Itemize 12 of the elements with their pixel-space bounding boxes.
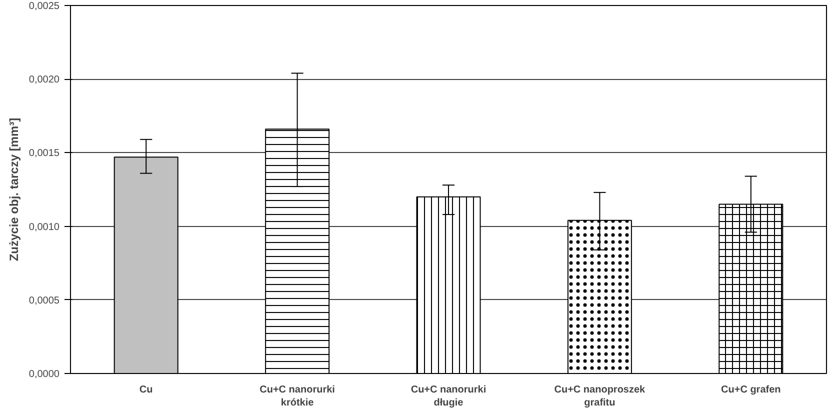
x-tick-label: Cu+C nanorurki długie: [410, 384, 486, 409]
x-tick-label: Cu+C grafen: [721, 384, 781, 396]
y-tick-label: 0,0025: [28, 1, 60, 12]
x-tick-label: Cu+C nanorurki krótkie: [260, 384, 336, 409]
x-tick-label: Cu+C nanoproszek grafitu: [554, 384, 646, 409]
y-tick-label: 0,0020: [28, 74, 60, 86]
y-axis-title: Zużycie obj. tarczy [mm³]: [6, 118, 21, 262]
x-tick-label: Cu: [139, 384, 153, 396]
y-tick-label: 0,0005: [28, 295, 60, 306]
y-tick-label: 0,0015: [28, 148, 60, 160]
y-tick-label: 0,0000: [28, 369, 60, 380]
y-tick-label: 0,0010: [28, 222, 60, 233]
